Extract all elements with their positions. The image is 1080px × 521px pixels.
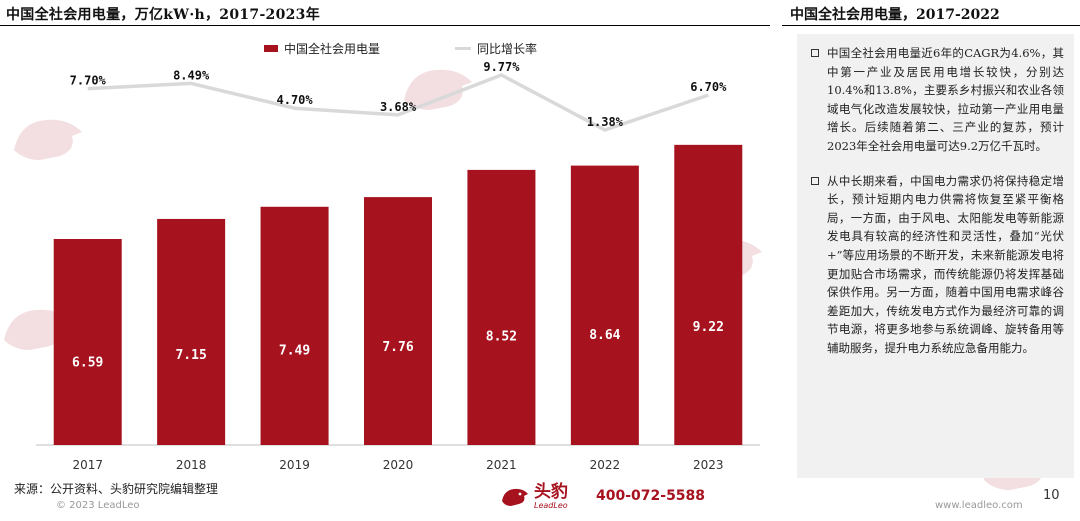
- website: www.leadleo.com: [935, 500, 1023, 511]
- bar-value-label: 7.49: [279, 343, 310, 358]
- bar-2019: [260, 206, 329, 445]
- chart-title: 中国全社会用电量，万亿kW·h，2017-2023年: [6, 7, 321, 23]
- growth-rate-line: [87, 73, 709, 132]
- bar-value-label: 8.52: [486, 329, 517, 344]
- rate-value-label: 8.49%: [173, 68, 210, 82]
- chart-legend: 中国全社会用电量 同比增长率: [264, 41, 537, 56]
- bar-2022: [570, 165, 639, 446]
- bullet-item: 从中长期来看，中国电力需求仍将保持稳定增长，预计短期内电力供需将恢复至紧平衡格局…: [811, 172, 1064, 358]
- legend-swatch-line: [455, 47, 471, 50]
- x-tick-label: 2020: [383, 458, 414, 472]
- x-tick-label: 2019: [279, 458, 310, 472]
- bar-value-label: 6.59: [72, 356, 103, 371]
- bar-value-label: 8.64: [589, 328, 620, 343]
- bar-2018: [157, 218, 226, 445]
- legend-label-bar: 中国全社会用电量: [284, 41, 380, 56]
- copyright: © 2023 LeadLeo: [56, 500, 140, 511]
- rate-value-label: 6.70%: [690, 80, 727, 94]
- rate-value-label: 4.70%: [277, 93, 314, 107]
- legend-swatch-bar: [264, 45, 278, 52]
- insight-panel: 中国全社会用电量近6年的CAGR为4.6%，其中第一产业及居民用电增长较快，分别…: [797, 34, 1074, 478]
- electricity-chart: 中国全社会用电量 同比增长率 6.59 2017 7.70% 7.15 2018 8.49…: [36, 41, 760, 472]
- rate-value-label: 1.38%: [587, 115, 624, 129]
- bullet-text: 从中长期来看，中国电力需求仍将保持稳定增长，预计短期内电力供需将恢复至紧平衡格局…: [827, 173, 1064, 355]
- leopard-watermark-icon: [404, 69, 472, 110]
- square-bullet-icon: [811, 49, 819, 57]
- x-tick-label: 2022: [590, 458, 621, 472]
- bar-2021: [467, 169, 536, 445]
- logo-subtitle: LeadLeo: [534, 501, 568, 510]
- x-tick-label: 2018: [176, 458, 207, 472]
- title-divider: [782, 25, 1080, 26]
- bar-2017: [53, 239, 122, 445]
- legend-label-line: 同比增长率: [477, 41, 537, 56]
- bar-value-label: 7.15: [175, 348, 206, 363]
- logo-name: 头豹: [534, 482, 568, 502]
- leopard-logo-icon: [502, 488, 528, 506]
- phone-number: 400-072-5588: [596, 488, 706, 504]
- bar-value-label: 9.22: [693, 320, 724, 335]
- bullet-text: 中国全社会用电量近6年的CAGR为4.6%，其中第一产业及居民用电增长较快，分别…: [827, 46, 1064, 153]
- bar-value-label: 7.76: [382, 340, 413, 355]
- bar-2020: [364, 197, 432, 445]
- brand-logo: 头豹 LeadLeo: [500, 484, 568, 510]
- side-panel-title: 中国全社会用电量，2017-2022: [790, 7, 1000, 23]
- x-tick-label: 2023: [693, 458, 724, 472]
- rate-value-label: 9.77%: [483, 60, 520, 74]
- page-number: 10: [1043, 488, 1060, 503]
- source-note: 来源：公开资料、头豹研究院编辑整理: [14, 482, 219, 496]
- leopard-watermark-icon: [14, 119, 82, 160]
- rate-value-label: 7.70%: [70, 74, 107, 88]
- square-bullet-icon: [811, 176, 819, 185]
- x-tick-label: 2017: [72, 458, 103, 472]
- title-divider: [0, 25, 770, 26]
- bar-2023: [674, 144, 743, 445]
- rate-value-label: 3.68%: [380, 100, 417, 114]
- x-tick-label: 2021: [486, 458, 517, 472]
- bullet-item: 中国全社会用电量近6年的CAGR为4.6%，其中第一产业及居民用电增长较快，分别…: [811, 44, 1064, 156]
